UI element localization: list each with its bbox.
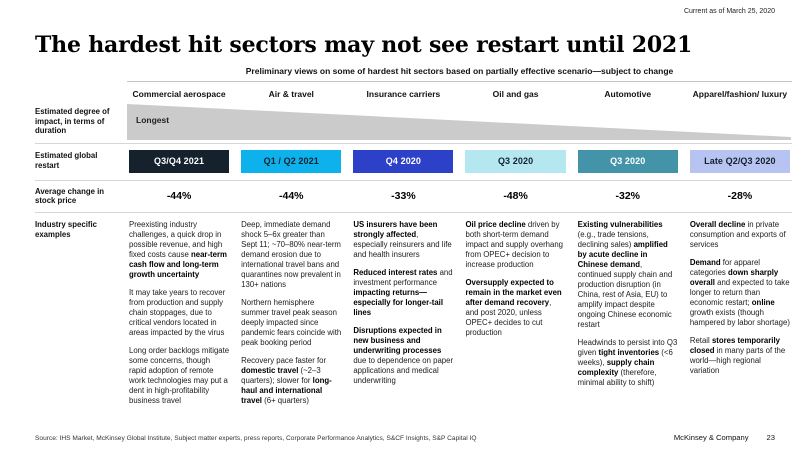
stock-change-value: -48% [503,190,528,203]
example-paragraph: Headwinds to persist into Q3 given tight… [577,337,678,387]
brand-logotype: McKinsey & Company [673,433,749,442]
wedge-label: Longest [136,114,170,125]
current-as-of-note: Current as of March 25, 2020 [683,8,775,15]
restart-chip-cell: Q4 2020 [351,149,455,173]
column-header: Oil and gas [492,89,539,99]
example-paragraph: Retail stores temporarily closed in many… [689,335,786,375]
stock-change-value: -33% [391,190,416,203]
example-paragraph: Deep, immediate demand shock 5–6x greate… [241,220,341,289]
example-paragraph: Oversupply expected to remain in the mar… [465,277,562,337]
example-paragraph: Overall decline in private consumption a… [689,220,786,250]
example-paragraph: US insurers have been strongly affected,… [353,220,452,259]
restart-chip: Q3 2020 [577,149,678,173]
example-paragraph: Reduced interest rates and investment pe… [353,267,453,317]
spacer [35,66,119,82]
row-label-examples: Industry specific examples [35,220,97,239]
column-header: Automotive [604,89,652,99]
restart-chip: Q3/Q4 2021 [129,149,230,173]
examples-row: Industry specific examples Preexisting i… [35,213,792,413]
footer: Source: IHS Market, McKinsey Global Inst… [35,433,775,442]
example-paragraph: Recovery pace faster for domestic travel… [241,355,332,405]
page-title: The hardest hit sectors may not see rest… [35,32,693,58]
impact-wedge: Longest [127,103,792,140]
restart-chip: Late Q2/Q3 2020 [689,149,790,173]
page-number: 23 [766,433,775,442]
wedge-shape-icon [127,103,792,140]
column-header: Air & travel [268,89,314,99]
restart-chip-cell: Q3 2020 [463,149,567,173]
spacer [35,82,119,104]
impact-row: Estimated degree of impact, in terms of … [35,103,792,144]
column-header: Insurance carriers [366,89,441,99]
column-headers-row: Commercial aerospace Air & travel Insuranc… [35,82,792,104]
row-label-stock: Average change in stock price [35,186,105,206]
stock-change-value: -28% [727,190,753,203]
example-paragraph: Demand for apparel categories down sharp… [689,258,790,327]
restart-chip-cell: Q1 / Q2 2021 [239,149,343,173]
subtitle-row: Preliminary views on some of hardest hit… [35,66,792,82]
stock-change-value: -44% [278,190,304,203]
example-paragraph: It may take years to recover from produc… [129,287,226,337]
example-column: US insurers have been strongly affected,… [351,220,455,413]
column-header: Commercial aerospace [132,89,226,99]
example-paragraph: Existing vulnerabilities (e.g., trade te… [577,220,673,329]
example-paragraph: Long order backlogs mitigate some concer… [129,345,230,405]
restart-chip: Q3 2020 [465,149,566,173]
restart-chip-cell: Q3 2020 [576,149,680,173]
example-column: Deep, immediate demand shock 5–6x greate… [239,220,343,413]
sector-table: Preliminary views on some of hardest hit… [35,66,792,414]
example-column: Overall decline in private consumption a… [688,220,792,413]
restart-row: Estimated global restart Q3/Q4 2021 Q1 / … [35,144,792,181]
restart-chip-cell: Late Q2/Q3 2020 [688,149,792,173]
stock-change-value: -44% [166,190,192,203]
example-paragraph: Disruptions expected in new business and… [353,325,454,385]
restart-chip: Q1 / Q2 2021 [241,149,342,173]
example-column: Preexisting industry challenges, a quick… [127,220,231,413]
row-label-impact: Estimated degree of impact, in terms of … [35,107,110,136]
column-header: Apparel/fashion/ luxury [692,89,788,99]
table-subtitle: Preliminary views on some of hardest hit… [127,66,792,82]
restart-chip: Q4 2020 [353,149,454,173]
example-column: Existing vulnerabilities (e.g., trade te… [576,220,680,413]
restart-chip-cell: Q3/Q4 2021 [127,149,231,173]
example-column: Oil price decline driven by both short-t… [463,220,567,413]
stock-row: Average change in stock price -44% -44% -3… [35,181,792,214]
example-paragraph: Oil price decline driven by both short-t… [465,220,564,269]
stock-change-value: -32% [615,190,640,203]
example-paragraph: Preexisting industry challenges, a quick… [129,220,227,279]
source-note: Source: IHS Market, McKinsey Global Inst… [35,435,477,442]
example-paragraph: Northern hemisphere summer travel peak s… [241,297,342,347]
row-label-restart: Estimated global restart [35,151,98,171]
